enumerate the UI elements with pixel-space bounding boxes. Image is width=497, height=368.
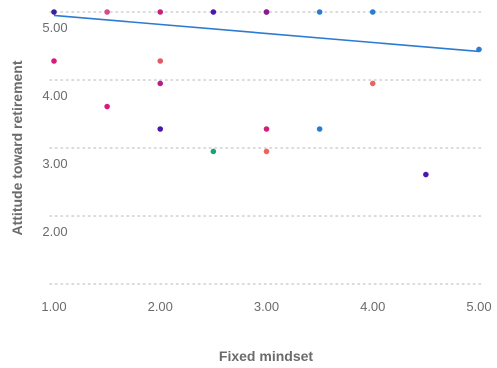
data-point [104, 9, 110, 15]
x-axis-title: Fixed mindset [219, 348, 313, 364]
data-point [423, 171, 429, 178]
data-point [476, 46, 482, 53]
data-point [369, 9, 376, 15]
data-point [210, 148, 217, 155]
data-point [157, 80, 164, 87]
y-tick-label: 5.00 [42, 20, 67, 35]
data-point [316, 9, 323, 15]
data-point [157, 58, 164, 64]
trend-line [53, 14, 480, 53]
x-tick-label: 3.00 [254, 299, 279, 314]
data-point [263, 9, 270, 15]
x-tick-label: 2.00 [148, 299, 173, 314]
trend-layer [53, 14, 480, 53]
data-point [210, 9, 217, 15]
points-layer [51, 9, 482, 178]
data-point [316, 126, 323, 132]
data-point [51, 9, 57, 15]
data-point [104, 103, 110, 110]
grid-layer [49, 11, 484, 285]
y-tick-label: 3.00 [42, 156, 67, 171]
y-axis-title: Attitude toward retirement [9, 60, 25, 235]
x-tick-label: 5.00 [466, 299, 491, 314]
data-point [157, 126, 164, 132]
y-tick-label: 4.00 [42, 88, 67, 103]
data-point [157, 9, 164, 15]
y-tick-labels: 2.00 3.00 4.00 5.00 [42, 20, 67, 239]
y-tick-label: 2.00 [42, 224, 67, 239]
data-point [51, 58, 57, 64]
data-point [263, 126, 270, 132]
x-tick-label: 1.00 [41, 299, 66, 314]
data-point [369, 80, 376, 87]
data-point [263, 148, 270, 155]
x-tick-labels: 1.00 2.00 3.00 4.00 5.00 [41, 299, 491, 314]
x-tick-label: 4.00 [360, 299, 385, 314]
